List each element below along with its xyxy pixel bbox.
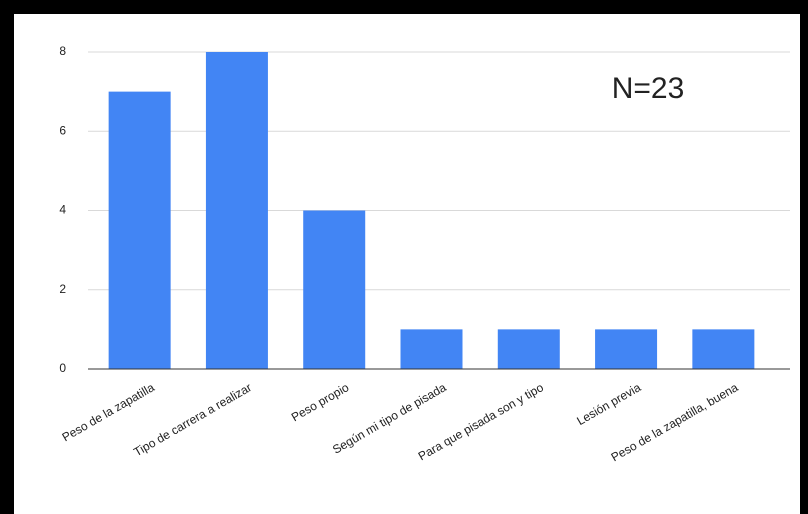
y-tick-label: 6 (59, 123, 66, 137)
y-tick-label: 0 (59, 361, 66, 375)
bar (497, 329, 560, 369)
bar (400, 329, 463, 369)
bar (595, 329, 658, 369)
annotation: N=23 (612, 72, 685, 105)
bar (205, 52, 268, 369)
bar (108, 91, 171, 369)
bar (692, 329, 755, 369)
y-tick-label: 4 (59, 203, 66, 217)
y-tick-label: 2 (59, 282, 66, 296)
bar (303, 210, 366, 369)
y-tick-label: 8 (59, 44, 66, 58)
